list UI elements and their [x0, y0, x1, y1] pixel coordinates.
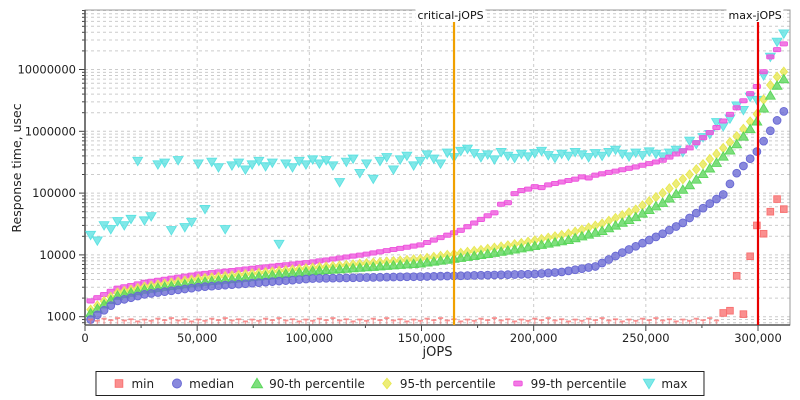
svg-text:200,000: 200,000 — [510, 331, 558, 345]
legend-label: 90-th percentile — [269, 376, 365, 391]
legend-label: min — [131, 376, 155, 391]
legend-label: max — [661, 376, 688, 391]
legend-label: 95-th percentile — [399, 376, 496, 391]
tick-labels: 1000 10000 100000 1000000 10000000 0 50,000 100… — [17, 63, 781, 346]
bar-icon — [513, 380, 523, 387]
svg-text:0: 0 — [81, 331, 88, 345]
legend-item-min: min — [112, 377, 154, 391]
series-median — [86, 107, 789, 324]
legend-item-90-th-percentile: 90-th percentile — [250, 377, 365, 391]
svg-text:50,000: 50,000 — [177, 331, 217, 345]
critical-jops-label: critical-jOPS — [415, 9, 486, 22]
circle-icon — [171, 378, 182, 389]
legend-item-99-th-percentile: 99-th percentile — [512, 376, 627, 391]
diamond-icon — [382, 377, 393, 390]
svg-text:300,000: 300,000 — [734, 331, 782, 345]
series-max — [84, 29, 790, 250]
legend-label: median — [189, 376, 235, 391]
x-axis-title: jOPS — [422, 345, 453, 360]
series-min — [88, 195, 788, 325]
triangle-down-icon — [642, 378, 656, 390]
svg-text:100000: 100000 — [32, 186, 76, 200]
legend-item-median: median — [170, 377, 234, 391]
legend-item-max: max — [642, 376, 688, 391]
triangle-up-icon — [250, 377, 264, 389]
max-jops-label: max-jOPS — [726, 9, 784, 22]
svg-text:1000000: 1000000 — [25, 124, 76, 138]
square-pin-icon — [114, 379, 124, 388]
svg-text:250,000: 250,000 — [622, 331, 670, 345]
legend: min median 90-th percentile 95-th percentil… — [95, 371, 705, 396]
legend-item-95-th-percentile: 95-th percentile — [381, 377, 496, 391]
y-axis-title: Response time, usec — [9, 103, 24, 233]
svg-text:1000: 1000 — [47, 310, 76, 324]
svg-text:100,000: 100,000 — [286, 331, 334, 345]
series-90-th-percentile — [84, 73, 790, 318]
svg-text:10000: 10000 — [39, 248, 76, 262]
svg-text:10000000: 10000000 — [17, 63, 76, 77]
svg-text:150,000: 150,000 — [398, 331, 446, 345]
legend-label: 99-th percentile — [530, 376, 627, 391]
